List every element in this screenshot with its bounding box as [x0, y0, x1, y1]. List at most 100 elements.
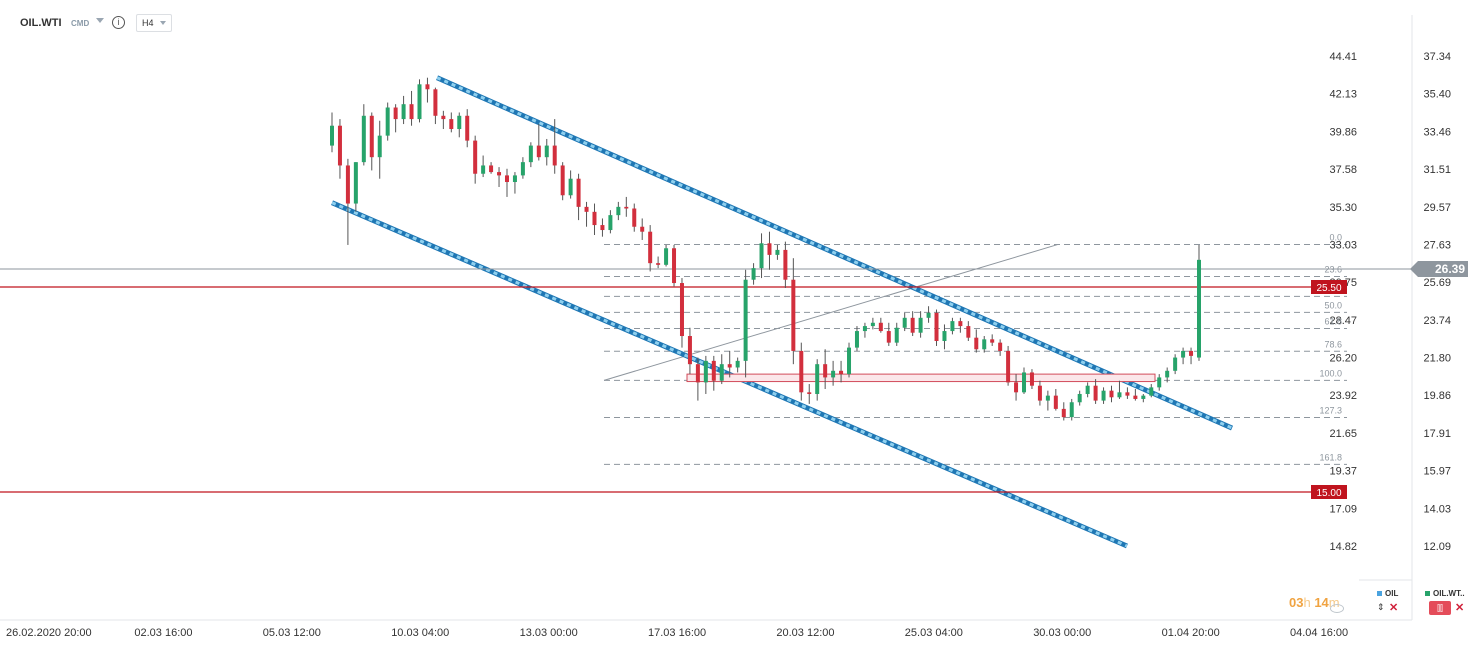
candle-body	[1125, 392, 1130, 396]
candle	[998, 339, 1003, 356]
candle	[703, 355, 708, 394]
candle-body	[990, 339, 995, 343]
candle-body	[791, 279, 796, 351]
candle-body	[1045, 395, 1050, 401]
fibonacci-level-label: 100.0	[1319, 368, 1342, 378]
candle	[1014, 374, 1019, 401]
x-axis-tick-label: 20.03 12:00	[776, 627, 834, 639]
candle-body	[377, 135, 382, 158]
level-label: 25.50	[1316, 283, 1341, 294]
right-axis-tick-label: 17.91	[1423, 428, 1451, 440]
candle	[600, 218, 605, 237]
candle	[1029, 369, 1034, 390]
candle-body	[1053, 395, 1058, 409]
candle	[401, 95, 406, 125]
x-axis-tick-label: 17.03 16:00	[648, 627, 706, 639]
left-axis-tick-label: 33.03	[1329, 239, 1357, 251]
candle	[1085, 382, 1090, 398]
legend-oil-wti[interactable]: OIL.WT..	[1425, 589, 1465, 598]
timeframe-value: H4	[142, 18, 154, 28]
candle-body	[1085, 385, 1090, 394]
candle-body	[902, 317, 907, 328]
candle	[465, 109, 470, 148]
candle	[775, 244, 780, 260]
candle	[695, 357, 700, 401]
candle-type-icon[interactable]: ⫿⫿	[1429, 601, 1451, 615]
candle-body	[743, 279, 748, 361]
eye-icon[interactable]	[1330, 604, 1344, 613]
candle-body	[528, 145, 533, 163]
candle-body	[592, 211, 597, 226]
candle-body	[807, 392, 812, 394]
candle	[632, 203, 637, 232]
candle-body	[576, 178, 581, 207]
symbol-label[interactable]: OIL.WTI	[20, 17, 62, 29]
candle	[934, 309, 939, 346]
candle	[902, 312, 907, 332]
candle	[449, 112, 454, 133]
candle	[918, 311, 923, 338]
right-axis-tick-label: 23.74	[1423, 315, 1451, 327]
candle	[608, 210, 613, 234]
chevron-down-icon[interactable]	[96, 18, 104, 23]
left-axis-tick-label: 42.13	[1329, 89, 1357, 101]
candle-body	[711, 360, 716, 381]
candle-body	[1149, 387, 1154, 396]
candle-body	[1117, 392, 1122, 398]
axis-lines	[0, 15, 1413, 621]
candle-body	[815, 364, 820, 394]
candle	[966, 321, 971, 341]
candle-body	[854, 331, 859, 348]
close-icon[interactable]: ✕	[1455, 602, 1465, 614]
candle	[767, 231, 772, 270]
candle	[870, 317, 875, 330]
candle	[616, 201, 621, 221]
candle	[759, 233, 764, 279]
close-icon[interactable]: ✕	[1389, 602, 1399, 614]
candle-body	[831, 370, 836, 378]
candle	[1141, 393, 1146, 403]
candle-body	[425, 84, 430, 90]
candle	[337, 119, 342, 179]
right-axis-tick-label: 27.63	[1423, 239, 1451, 251]
candle	[886, 322, 891, 346]
candle	[528, 142, 533, 168]
candle-body	[632, 208, 637, 227]
candle	[711, 355, 716, 391]
fibonacci-level-label: 78.6	[1324, 339, 1342, 349]
candle	[369, 112, 374, 171]
candle	[719, 354, 724, 385]
candle-body	[369, 115, 374, 158]
candle	[910, 311, 915, 337]
left-axis-tick-label: 14.82	[1329, 541, 1357, 553]
sort-icon[interactable]: ⇕	[1377, 602, 1385, 612]
candle-body	[950, 321, 955, 332]
candle	[497, 167, 502, 187]
candle	[417, 79, 422, 123]
timeframe-select[interactable]: H4	[136, 14, 172, 32]
x-axis-tick-label: 05.03 12:00	[263, 627, 321, 639]
fibonacci-level-label: 23.6	[1324, 265, 1342, 275]
channel-upper-line-pattern	[436, 76, 1233, 430]
right-axis-tick-label: 29.57	[1423, 202, 1451, 214]
candle-body	[672, 248, 677, 284]
candle	[1053, 389, 1058, 411]
x-axis-tick-label: 04.04 16:00	[1290, 627, 1348, 639]
candle	[783, 241, 788, 289]
candle-body	[942, 331, 947, 341]
instrument-type-label: CMD	[71, 19, 90, 28]
candle	[942, 324, 947, 350]
candle-body	[695, 364, 700, 383]
legend-oil[interactable]: OIL	[1377, 589, 1398, 598]
candle	[727, 350, 732, 378]
candle	[1069, 398, 1074, 421]
info-icon[interactable]: i	[112, 16, 125, 29]
candle	[839, 360, 844, 383]
right-axis-tick-label: 15.97	[1423, 466, 1451, 478]
square-icon	[1425, 591, 1430, 596]
candle	[640, 218, 645, 240]
candle	[974, 329, 979, 353]
candle	[799, 342, 804, 401]
candle	[552, 119, 557, 174]
